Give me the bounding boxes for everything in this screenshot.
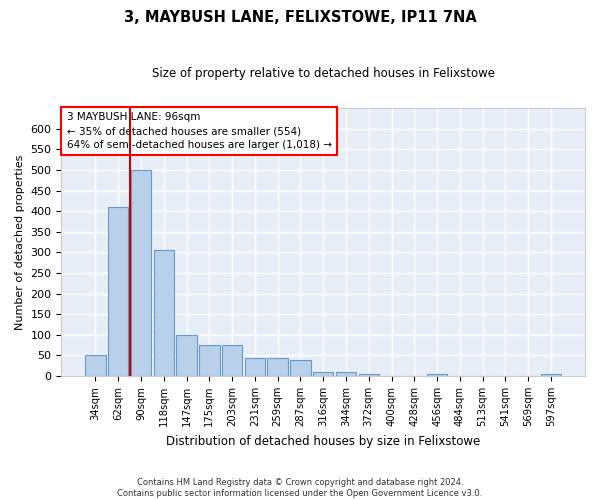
Bar [336, 372, 356, 376]
Bar [108, 207, 128, 376]
Bar [154, 250, 174, 376]
Bar [245, 358, 265, 376]
Text: Contains HM Land Registry data © Crown copyright and database right 2024.
Contai: Contains HM Land Registry data © Crown c… [118, 478, 482, 498]
Bar [359, 374, 379, 376]
Text: 3 MAYBUSH LANE: 96sqm
← 35% of detached houses are smaller (554)
64% of semi-det: 3 MAYBUSH LANE: 96sqm ← 35% of detached … [67, 112, 332, 150]
Bar [176, 335, 197, 376]
Bar [85, 356, 106, 376]
Text: 3, MAYBUSH LANE, FELIXSTOWE, IP11 7NA: 3, MAYBUSH LANE, FELIXSTOWE, IP11 7NA [124, 10, 476, 25]
Bar [541, 374, 561, 376]
Bar [290, 360, 311, 376]
Bar [199, 345, 220, 376]
Bar [313, 372, 334, 376]
Y-axis label: Number of detached properties: Number of detached properties [15, 154, 25, 330]
Bar [131, 170, 151, 376]
Bar [268, 358, 288, 376]
Bar [222, 345, 242, 376]
Bar [427, 374, 448, 376]
Title: Size of property relative to detached houses in Felixstowe: Size of property relative to detached ho… [152, 68, 495, 80]
X-axis label: Distribution of detached houses by size in Felixstowe: Distribution of detached houses by size … [166, 434, 481, 448]
